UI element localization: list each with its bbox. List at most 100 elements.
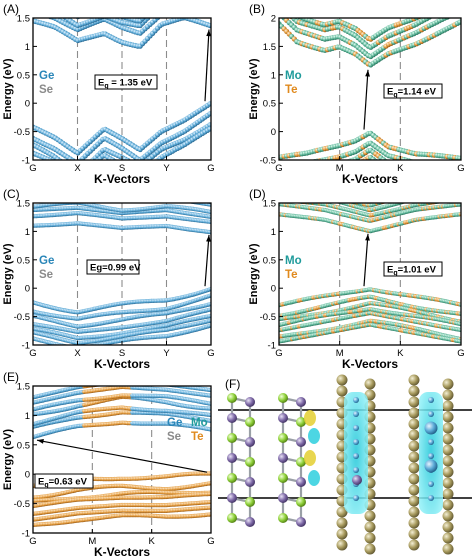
band-point	[285, 198, 289, 202]
band-point	[70, 12, 75, 17]
band-point	[297, 161, 302, 166]
y-tick-label: 1	[25, 227, 30, 238]
band-point	[109, 381, 113, 385]
gap-arrow	[204, 29, 210, 102]
band-point	[138, 381, 142, 385]
band-point	[133, 380, 137, 384]
band-point	[450, 12, 455, 17]
band-point	[137, 198, 141, 202]
band-point	[130, 161, 135, 166]
y-tick-label: 2	[271, 14, 276, 25]
gap-arrow-head	[206, 29, 212, 37]
band-point	[108, 381, 112, 385]
band-point	[146, 381, 150, 385]
band-point	[454, 197, 458, 201]
band-point	[43, 12, 48, 17]
legend: Ge Se	[39, 70, 54, 96]
band-point	[422, 12, 427, 17]
legend-entry: Mo	[285, 255, 302, 267]
band-point	[132, 380, 136, 384]
y-axis-title: Energy (eV)	[2, 243, 14, 304]
band-point	[193, 197, 197, 201]
band-point	[451, 198, 455, 202]
band-point	[153, 382, 157, 386]
y-tick-label: 1	[271, 227, 276, 238]
legend-entry: Se	[39, 84, 53, 96]
x-tick-label: K	[397, 348, 404, 359]
y-tick-label: -0.5	[14, 127, 30, 138]
band-point	[358, 160, 363, 165]
band-point	[149, 381, 153, 385]
legend-entry: Te	[285, 269, 298, 281]
x-tick-label: G	[275, 348, 282, 359]
x-tick-label: Y	[163, 348, 170, 359]
band-point	[82, 345, 86, 349]
band-point	[145, 381, 149, 385]
band-point	[446, 198, 450, 202]
band-point	[408, 198, 412, 202]
band-point	[109, 198, 113, 202]
band-layer	[277, 197, 461, 344]
band-point	[201, 199, 205, 203]
band-point	[380, 157, 387, 160]
band-point	[135, 381, 139, 385]
band-point	[58, 12, 63, 17]
plot-frame	[278, 17, 462, 161]
band-point	[83, 12, 88, 17]
x-tick-label: K	[397, 163, 404, 174]
band-point	[432, 12, 437, 17]
band-point	[414, 160, 419, 165]
band-point	[183, 199, 187, 203]
band-point	[198, 198, 202, 202]
y-tick-label: 0	[271, 284, 276, 295]
gap-arrow-head	[365, 233, 370, 241]
band-point	[106, 198, 110, 202]
band-point	[53, 160, 58, 165]
annotation-text: Eg=1.01 eV	[387, 265, 437, 278]
x-tick-label: M	[336, 163, 344, 174]
band-point	[141, 198, 145, 202]
legend: Mo Te	[285, 70, 302, 96]
band-gap-annotation: Eg=1.01 eV	[363, 233, 443, 287]
y-tick-label: 1.5	[17, 199, 30, 210]
legend-entry: Te	[285, 84, 298, 96]
band-point	[145, 18, 151, 21]
legend: Mo Te	[285, 255, 302, 281]
band-point	[140, 198, 144, 202]
legend-entry: Ge	[39, 70, 54, 82]
y-tick-label: -0.5	[14, 312, 30, 323]
band-point	[141, 381, 145, 385]
band-point	[331, 198, 335, 202]
band-point	[376, 161, 381, 166]
band-gap-annotation: Eg=1.14 eV	[363, 69, 443, 130]
y-tick-label: 0.5	[17, 255, 30, 266]
band-point	[89, 159, 92, 160]
band-point	[207, 122, 211, 128]
band-point	[115, 12, 120, 17]
y-tick-label: -0.5	[260, 156, 276, 167]
band-point	[341, 197, 345, 201]
gap-arrow-head	[206, 234, 211, 242]
band-layer	[33, 197, 211, 349]
band-point	[426, 18, 432, 20]
x-tick-label: M	[336, 348, 344, 359]
band-point	[277, 197, 281, 201]
y-tick-label: 0.5	[17, 70, 30, 81]
annotation-text: Eg=0.99 eV	[90, 263, 141, 274]
x-tick-label: S	[119, 163, 125, 174]
band-gap-annotation: Eg = 1.35 eV	[94, 29, 212, 102]
legend-entry: Mo	[285, 70, 302, 82]
band-point	[130, 199, 134, 203]
y-tick-label: 0	[271, 127, 276, 138]
band-point	[105, 381, 109, 385]
band-point	[140, 18, 146, 21]
band-point	[151, 382, 155, 386]
band-point	[207, 111, 211, 117]
band-point	[148, 381, 152, 385]
